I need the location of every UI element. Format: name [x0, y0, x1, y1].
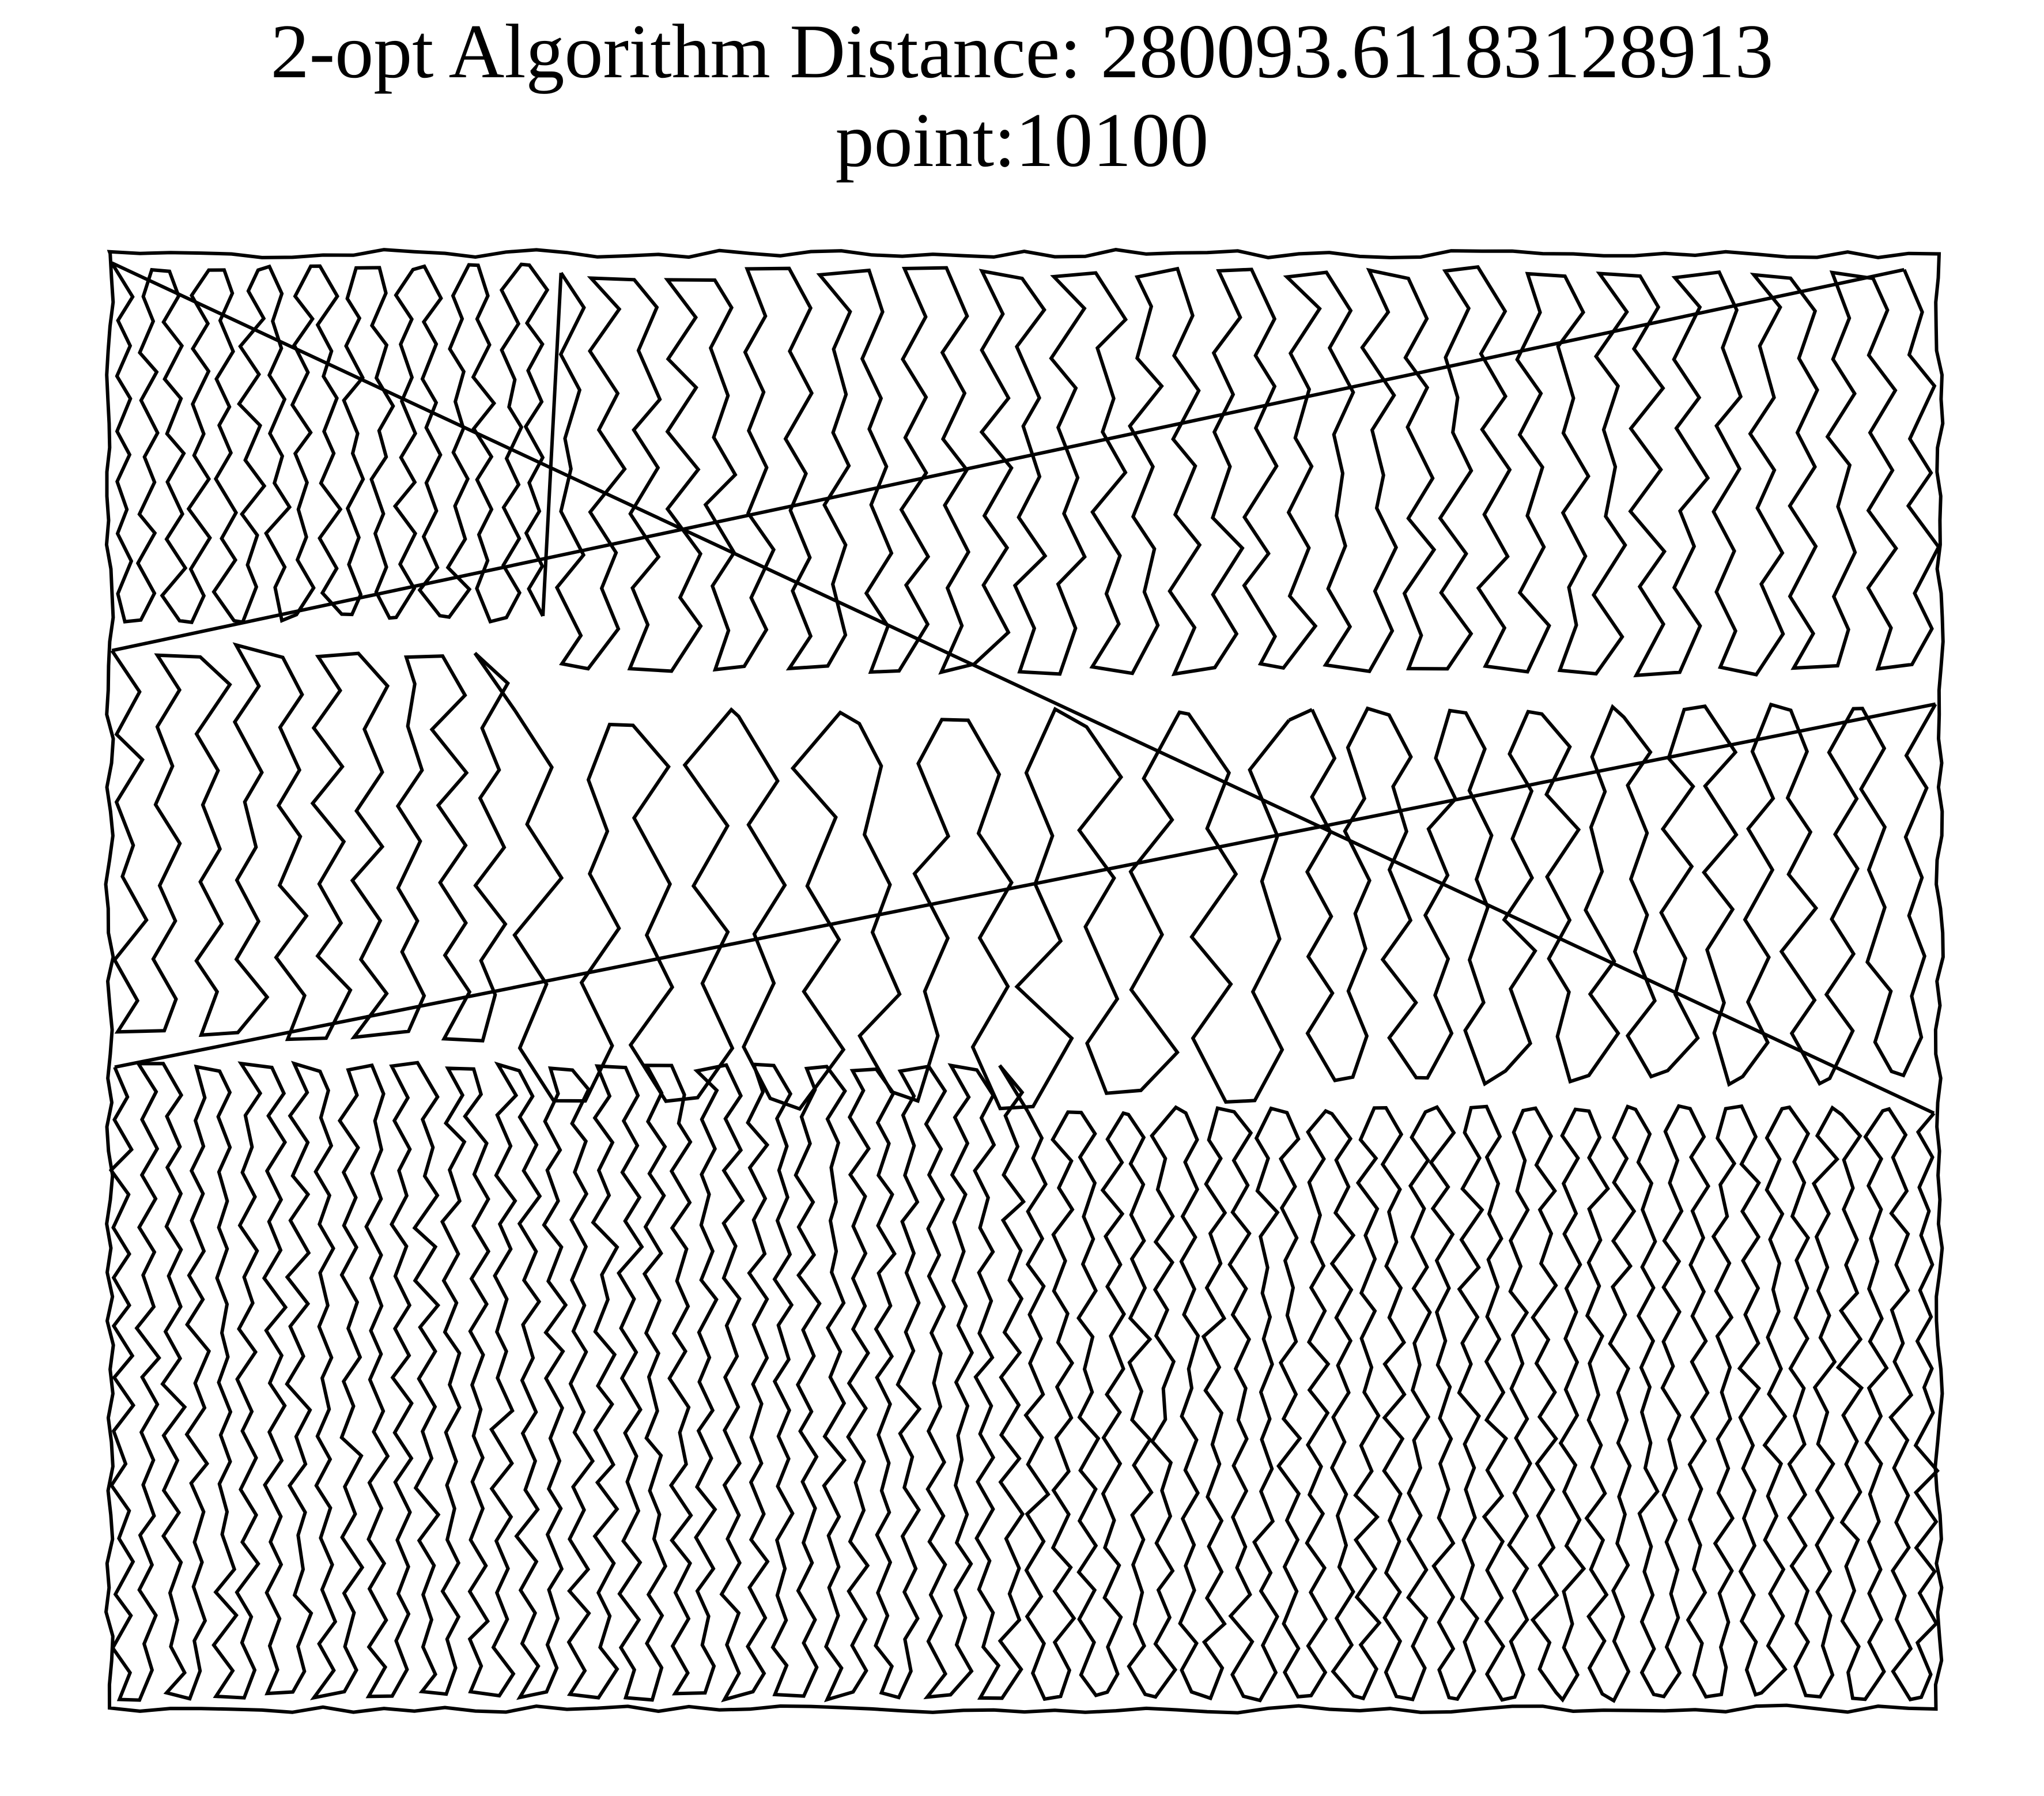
- tour-connector-5: [998, 1064, 1030, 1113]
- tour-segment-region-6: [1023, 1104, 1940, 1703]
- tour-segment-region-4: [1305, 702, 1937, 1087]
- tour-series: [104, 248, 1945, 1715]
- tour-segment-region-5: [108, 1061, 1026, 1703]
- tour-boundary: [104, 248, 1945, 1715]
- chart-title-line-2: point:10100: [835, 97, 1209, 183]
- tour-segment-region-2: [110, 642, 510, 1043]
- tour-connector-2: [473, 652, 516, 712]
- tour-connector-3: [1288, 708, 1313, 722]
- tour-connector-4: [114, 702, 1936, 1069]
- tour-segment-region-3: [512, 707, 1291, 1111]
- tour-connector-0: [541, 273, 563, 617]
- chart-title-line-1: 2-opt Algorithm Distance: 280093.6118312…: [270, 9, 1774, 94]
- tour-connector-6: [111, 261, 1935, 1115]
- tour-segment-region-1: [554, 265, 1941, 678]
- tour-segment-region-0: [110, 262, 550, 624]
- tour-connector-1: [111, 267, 1905, 652]
